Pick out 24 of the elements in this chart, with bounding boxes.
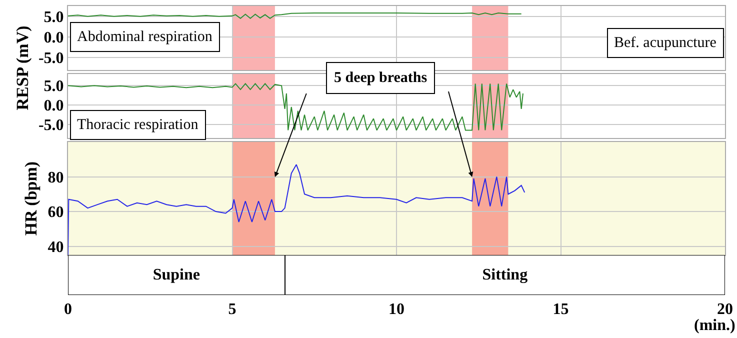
y-tick-label: 5.0 <box>44 8 64 26</box>
x-tick-label: 10 <box>388 301 404 318</box>
x-tick-label: 15 <box>552 301 569 318</box>
y-axis-title: HR (bpm) <box>21 161 40 236</box>
x-tick-label: 5 <box>228 301 236 318</box>
x-tick-label: 20 <box>717 301 733 318</box>
y-tick-label: 0.0 <box>44 98 64 115</box>
y-tick-label: 40 <box>48 238 64 256</box>
series-label: Supine <box>152 266 200 284</box>
annotation: 5 deep breaths <box>334 70 428 86</box>
annotation: Bef. acupuncture <box>614 35 717 51</box>
y-tick-label: -5.0 <box>38 117 64 134</box>
y-tick-label: -5.0 <box>38 50 64 68</box>
y-tick-label: 80 <box>48 169 64 186</box>
line-series <box>68 164 526 255</box>
annotation: Thoracic respiration <box>77 117 199 133</box>
y-tick-label: 60 <box>48 204 64 222</box>
annotation: Abdominal respiration <box>77 29 213 45</box>
x-axis-title: (min.) <box>694 317 736 334</box>
y-axis-title: RESP (mV) <box>13 24 33 112</box>
series-label: Sitting <box>482 266 528 284</box>
y-tick-label: 0.0 <box>44 30 64 47</box>
y-tick-label: 5.0 <box>44 78 64 96</box>
x-tick-label: 0 <box>64 301 72 318</box>
